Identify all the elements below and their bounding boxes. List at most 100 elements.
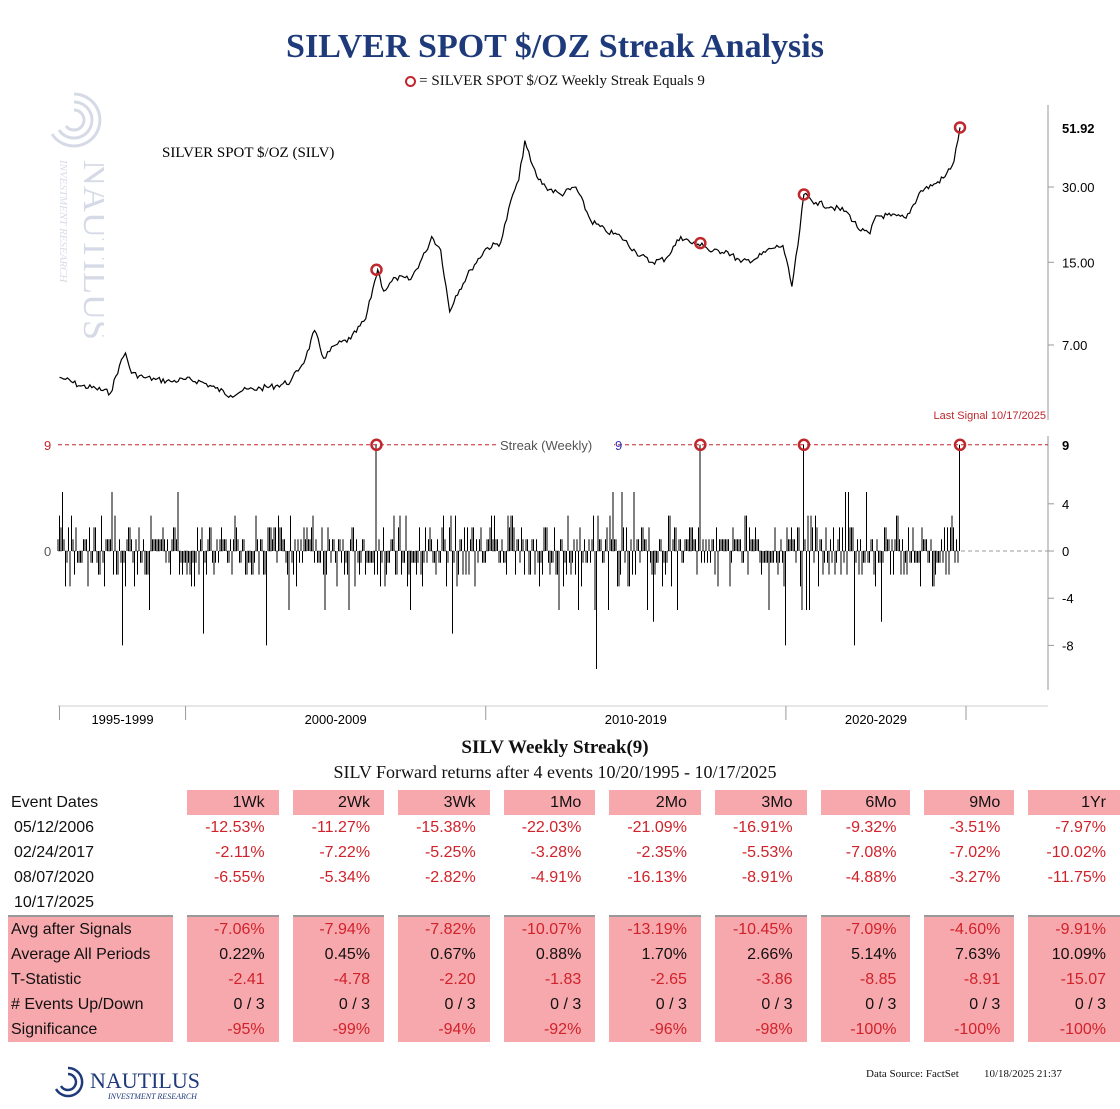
return-cell: -2.82%: [384, 865, 497, 890]
streak-signal-marker: [370, 438, 383, 452]
column-header-1Yr: 1Yr: [1014, 790, 1120, 815]
column-header-1Wk: 1Wk: [173, 790, 286, 815]
return-cell: -5.25%: [384, 840, 497, 865]
last-signal-annotation: Last Signal 10/17/2025: [933, 410, 1046, 422]
x-axis-label: 1995-1999: [91, 712, 153, 727]
streak-tick-label: -4: [1062, 591, 1074, 606]
summary-cell: 1.70%: [595, 942, 708, 967]
streak-tick-label: 4: [1062, 497, 1069, 512]
return-cell: -10.02%: [1014, 840, 1120, 865]
column-header-6Mo: 6Mo: [806, 790, 918, 815]
streak-panel: 9 9 0 4 0 -4 -8 Streak (Weekly) 9: [44, 436, 1074, 690]
return-cell: -7.22%: [278, 840, 392, 865]
price-signal-marker: [370, 263, 383, 276]
price-tick-label: 15.00: [1062, 255, 1095, 270]
summary-cell: 0 / 3: [700, 992, 814, 1017]
summary-cell: 7.63%: [910, 942, 1022, 967]
return-cell: -9.32%: [806, 815, 918, 840]
summary-cell: 0.45%: [278, 942, 392, 967]
event-date: 02/24/2017: [14, 843, 95, 861]
return-cell: -11.27%: [278, 815, 392, 840]
summary-cell: -7.94%: [278, 915, 392, 942]
summary-cell: -7.82%: [384, 915, 497, 942]
summary-row: Significance -95% -99% -94% -92% -96% -98% -100…: [8, 1017, 1120, 1042]
price-signal-marker: [694, 236, 707, 250]
event-row: 02/24/2017 -2.11% -7.22% -5.25% -3.28% -2.35%…: [8, 840, 1120, 865]
summary-label: # Events Up/Down: [8, 992, 181, 1017]
summary-cell: -100%: [1014, 1017, 1120, 1042]
event-date: 08/07/2020: [14, 868, 95, 886]
streak-signal-marker: [953, 438, 967, 452]
return-cell: -12.53%: [173, 815, 286, 840]
return-cell: [806, 890, 918, 916]
return-cell: -2.11%: [173, 840, 286, 865]
column-header-3Mo: 3Mo: [700, 790, 814, 815]
summary-label: Significance: [8, 1017, 181, 1042]
summary-cell: -94%: [384, 1017, 497, 1042]
summary-cell: 0 / 3: [278, 992, 392, 1017]
summary-cell: -95%: [173, 1017, 286, 1042]
streak-y-ticks: 4 0 -4 -8: [1048, 497, 1074, 653]
return-cell: -3.27%: [910, 865, 1022, 890]
return-cell: [278, 890, 392, 916]
event-date: 05/12/2006: [14, 818, 95, 836]
return-cell: [384, 890, 497, 916]
return-cell: [173, 890, 286, 916]
x-axis-label: 2000-2009: [305, 712, 367, 727]
price-series-label: SILVER SPOT $/OZ (SILV): [162, 145, 334, 161]
table-subtitle: SILV Forward returns after 4 events 10/2…: [333, 762, 777, 782]
summary-cell: -3.86: [700, 967, 814, 992]
summary-cell: -99%: [278, 1017, 392, 1042]
return-cell: -16.13%: [595, 865, 708, 890]
summary-cell: -4.78: [278, 967, 392, 992]
signal-marker-icon: [405, 76, 417, 88]
summary-cell: -8.91: [910, 967, 1022, 992]
streak-bars: [57, 444, 960, 669]
summary-cell: -9.91%: [1014, 915, 1120, 942]
summary-cell: 0 / 3: [910, 992, 1022, 1017]
timestamp: 10/18/2025 21:37: [984, 1068, 1062, 1080]
streak-bar-set: [57, 444, 960, 669]
summary-cell: -13.19%: [595, 915, 708, 942]
return-cell: -16.91%: [700, 815, 814, 840]
summary-label: Average All Periods: [8, 942, 181, 967]
summary-cell: -7.06%: [173, 915, 286, 942]
summary-cell: 2.66%: [700, 942, 814, 967]
summary-cell: -2.41: [173, 967, 286, 992]
price-signal-marker: [797, 188, 811, 201]
column-header-3Wk: 3Wk: [384, 790, 497, 815]
summary-cell: 0 / 3: [489, 992, 603, 1017]
summary-cell: 0 / 3: [806, 992, 918, 1017]
return-cell: -6.55%: [173, 865, 286, 890]
summary-cell: 0.88%: [489, 942, 603, 967]
summary-cell: 0.22%: [173, 942, 286, 967]
event-row: 05/12/2006 -12.53% -11.27% -15.38% -22.03% -2…: [8, 815, 1120, 840]
summary-cell: -7.09%: [806, 915, 918, 942]
column-header-2Wk: 2Wk: [278, 790, 392, 815]
watermark-text: NAUTILUS: [76, 160, 104, 340]
data-source: Data Source: FactSet: [866, 1068, 959, 1080]
streak-label-bg: [496, 436, 614, 453]
event-row: 10/17/2025: [8, 890, 1120, 916]
summary-label: T-Statistic: [8, 967, 181, 992]
return-cell: [1014, 890, 1120, 916]
column-header-9Mo: 9Mo: [910, 790, 1022, 815]
streak-series-value: 9: [615, 438, 622, 453]
footer-logo-text: NAUTILUS: [90, 1068, 200, 1093]
return-cell: [489, 890, 603, 916]
x-axis-labels: 1995-1999 2000-2009 2010-2019 2020-2029: [59, 706, 967, 727]
summary-cell: -10.07%: [489, 915, 603, 942]
return-cell: -5.34%: [278, 865, 392, 890]
summary-cell: 0 / 3: [173, 992, 286, 1017]
threshold-label-right: 9: [1062, 438, 1069, 453]
column-header-2Mo: 2Mo: [595, 790, 708, 815]
summary-cell: -98%: [700, 1017, 814, 1042]
return-cell: -7.02%: [910, 840, 1022, 865]
return-cell: -5.53%: [700, 840, 814, 865]
signal-legend: = SILVER SPOT $/OZ Weekly Streak Equals …: [0, 73, 1110, 90]
summary-row: T-Statistic -2.41 -4.78 -2.20 -1.83 -2.65 -3.8…: [8, 967, 1120, 992]
watermark-subtext: INVESTMENT RESEARCH: [57, 159, 69, 283]
summary-cell: -2.20: [384, 967, 497, 992]
summary-cell: 10.09%: [1014, 942, 1120, 967]
